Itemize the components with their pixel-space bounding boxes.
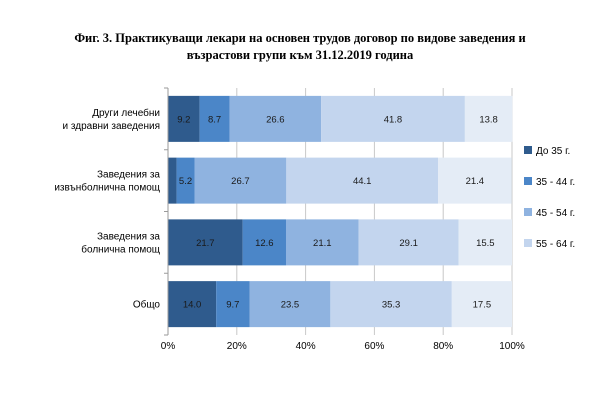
bar-segment (168, 95, 200, 142)
bar-segment (229, 95, 322, 142)
category-label: Заведения за (97, 170, 160, 181)
data-label: 8.7 (208, 114, 221, 125)
category-label: Общо (133, 299, 161, 311)
data-label: 41.8 (384, 114, 403, 125)
chart-title-line-1: Фиг. 3. Практикуващи лекари на основен т… (74, 31, 526, 45)
x-tick-label: 0% (161, 341, 176, 352)
data-label: 15.5 (476, 238, 495, 249)
legend-swatch (524, 146, 532, 154)
bar-segment (438, 157, 512, 204)
data-label: 21.1 (313, 238, 332, 249)
legend-swatch (524, 239, 532, 247)
x-tick-label: 40% (296, 341, 316, 352)
x-tick-label: 80% (433, 341, 453, 352)
bar-segment (451, 281, 512, 328)
bar-segment (168, 157, 177, 204)
legend-swatch (524, 177, 532, 185)
legend-label: 35 - 44 г. (536, 177, 575, 188)
data-label: 29.1 (399, 238, 418, 249)
bar-segment (168, 281, 217, 328)
data-label: 12.6 (255, 238, 274, 249)
category-label: извънболнична помощ (54, 182, 160, 194)
x-tick-label: 100% (499, 341, 525, 352)
legend-label: 45 - 54 г. (536, 208, 575, 219)
bar-segment (330, 281, 452, 328)
data-label: 26.7 (231, 176, 250, 187)
data-label: 17.5 (473, 300, 492, 311)
bar-segment (216, 281, 250, 328)
legend-label: 55 - 64 г. (536, 239, 575, 250)
data-label: 14.0 (183, 300, 202, 311)
data-label: 13.8 (479, 114, 498, 125)
category-label: Други лечебни (92, 107, 160, 119)
data-label: 9.7 (226, 300, 239, 311)
axis-layer: 0% 20% 40% 60% 80% 100% Други лечебни и здравни… (54, 87, 525, 352)
x-tick-label: 60% (364, 341, 384, 352)
bar-segment (168, 219, 243, 266)
bar-segment (358, 219, 459, 266)
chart-title-line-2: възрастови групи към 31.12.2019 година (186, 48, 414, 62)
category-label: Заведения за (97, 231, 160, 242)
data-label: 5.2 (179, 176, 192, 187)
bar-segment (194, 157, 287, 204)
bar-segment (321, 95, 465, 142)
data-label: 21.7 (196, 238, 215, 249)
legend-swatch (524, 208, 532, 216)
legend-label: До 35 г. (536, 146, 570, 157)
bar-segment (242, 219, 286, 266)
data-label: 26.6 (266, 114, 285, 125)
data-label: 23.5 (281, 300, 300, 311)
legend: До 35 г. 35 - 44 г. 45 - 54 г. 55 - 64 г. (524, 146, 575, 250)
bar-segment (176, 157, 195, 204)
value-labels-layer: 9.2 8.7 26.6 41.8 13.8 5.2 26.7 44.1 21.4 21.7 12.… (177, 114, 498, 310)
bar-segment (249, 281, 331, 328)
bar-segment (199, 95, 230, 142)
category-label: болнична помощ (81, 243, 160, 255)
bar-segment (285, 219, 359, 266)
data-label: 9.2 (177, 114, 190, 125)
data-label: 44.1 (353, 176, 372, 187)
chart-title: Фиг. 3. Практикуващи лекари на основен т… (40, 30, 560, 64)
bar-segment (286, 157, 439, 204)
bar-segment (458, 219, 512, 266)
data-label: 21.4 (466, 176, 485, 187)
bars-layer (168, 95, 513, 328)
category-label: и здравни заведения (63, 121, 161, 132)
data-label: 35.3 (382, 300, 401, 311)
x-tick-label: 20% (227, 341, 247, 352)
bar-segment (464, 95, 513, 142)
